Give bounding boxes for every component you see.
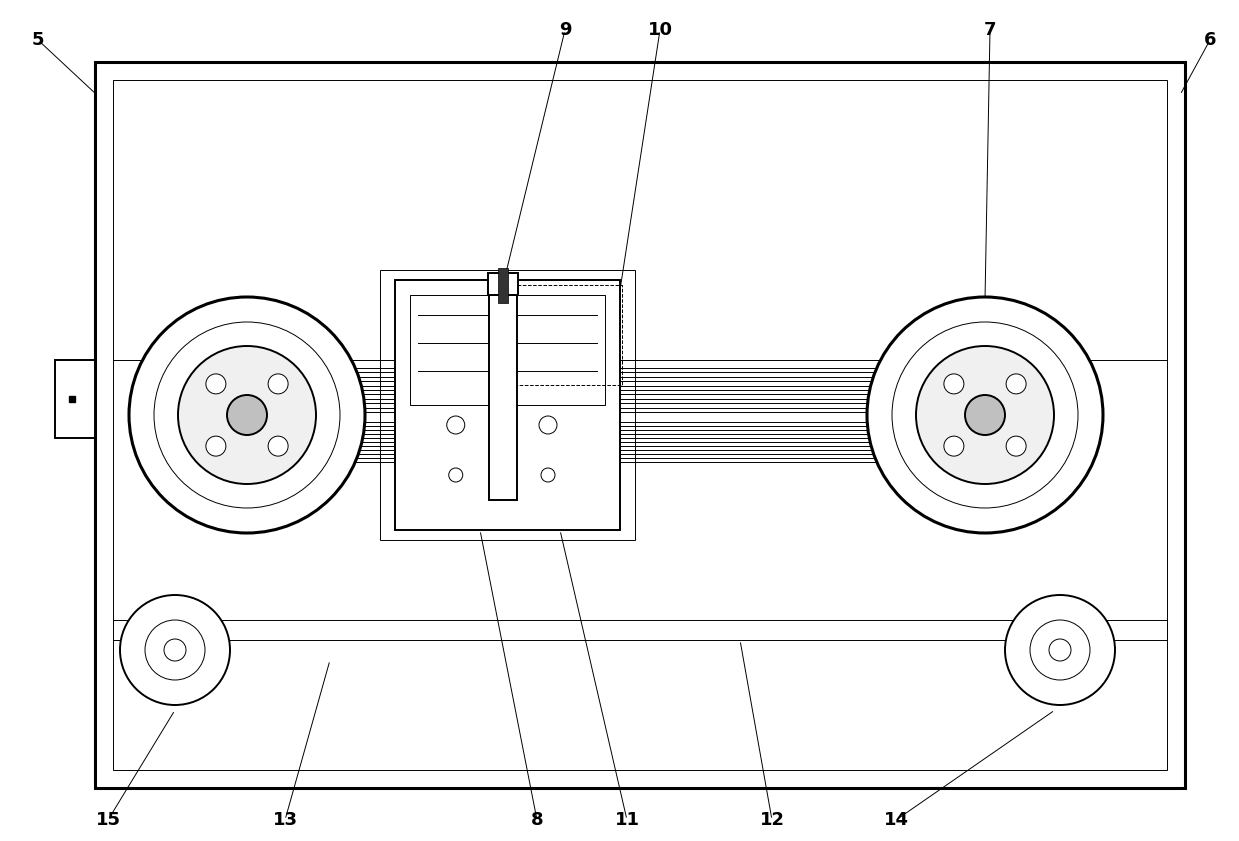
Text: 5: 5 [32,31,45,49]
Text: 11: 11 [615,811,639,829]
Bar [55,360,95,438]
Circle shape [867,297,1103,533]
Circle shape [916,346,1054,484]
Text: 10: 10 [648,21,673,39]
Text: 15: 15 [95,811,120,829]
Bar [113,620,1167,640]
Text: 6: 6 [1204,31,1217,49]
Bar [95,62,1184,788]
Text: 8: 8 [530,811,544,829]
Circle shape [449,468,462,482]
Circle shape [268,436,289,456]
Circle shape [120,595,230,705]
Circle shape [944,374,964,394]
Circle shape [164,639,186,661]
Circle shape [965,395,1005,435]
Text: 7: 7 [984,21,996,39]
Bar [113,80,1167,770]
Circle shape [206,436,225,456]
Circle shape [944,436,964,456]
Circle shape [1006,436,1026,456]
Circle shape [1005,595,1115,705]
Bar [410,295,605,405]
Circle shape [268,374,289,394]
Bar [488,273,518,295]
Bar [498,268,508,303]
Text: 9: 9 [559,21,571,39]
Bar [489,295,517,500]
Text: 14: 14 [883,811,908,829]
Circle shape [447,416,465,434]
Circle shape [178,346,316,484]
Circle shape [541,468,555,482]
Circle shape [206,374,225,394]
Circle shape [1049,639,1070,661]
Text: 13: 13 [273,811,297,829]
Circle shape [539,416,558,434]
Text: 12: 12 [760,811,784,829]
Circle shape [129,297,366,533]
Circle shape [1006,374,1026,394]
Bar [512,285,622,385]
Bar [380,270,636,540]
Bar [395,280,620,530]
Circle shape [227,395,266,435]
